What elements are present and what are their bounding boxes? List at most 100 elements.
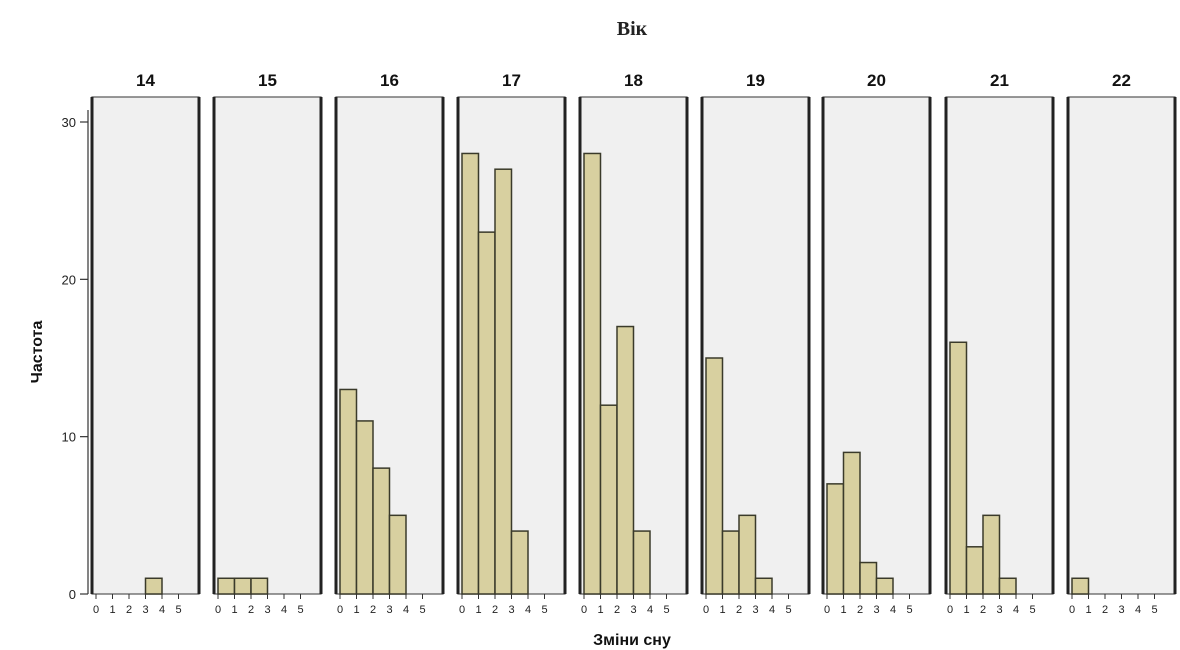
y-tick-label: 20 (62, 272, 76, 287)
facet-label: 15 (258, 71, 277, 90)
x-tick-label: 5 (1029, 604, 1035, 616)
facet-label: 21 (990, 71, 1009, 90)
x-tick-label: 1 (231, 604, 237, 616)
facet-panel-19: 19 0 1 2 3 4 5 (700, 71, 811, 616)
x-tick-label: 1 (719, 604, 725, 616)
x-tick-label: 2 (248, 604, 254, 616)
bar-18-0 (583, 152, 602, 595)
bar-15-1 (233, 577, 252, 595)
x-tick-label: 5 (1151, 604, 1157, 616)
y-axis-title: Частота (29, 321, 46, 384)
x-tick-label: 2 (492, 604, 498, 616)
x-tick-label: 0 (215, 604, 221, 616)
facet-panel-14: 14 0 1 2 3 4 5 (90, 71, 201, 616)
x-tick-label: 0 (459, 604, 465, 616)
facet-panel-20: 20 0 1 2 3 4 5 (821, 71, 932, 616)
x-tick-label: 4 (403, 604, 409, 616)
facet-label: 22 (1112, 71, 1131, 90)
x-tick-label: 3 (630, 604, 636, 616)
bar-18-3 (632, 530, 651, 595)
x-tick-label: 0 (824, 604, 830, 616)
facet-label: 19 (746, 71, 765, 90)
bar-18-1 (599, 404, 618, 595)
bar-16-2 (372, 467, 391, 595)
x-tick-label: 0 (337, 604, 343, 616)
bar-20-0 (826, 483, 845, 595)
y-tick-label: 10 (62, 430, 76, 445)
panel-background (213, 96, 322, 595)
x-tick-label: 3 (996, 604, 1002, 616)
bar-22-0 (1071, 577, 1090, 595)
bar-15-0 (217, 577, 236, 595)
facet-label: 18 (624, 71, 643, 90)
facet-label: 16 (380, 71, 399, 90)
bar-16-0 (339, 388, 358, 595)
x-tick-label: 1 (109, 604, 115, 616)
bar-21-3 (998, 577, 1017, 595)
bar-20-1 (842, 451, 861, 595)
x-tick-label: 3 (752, 604, 758, 616)
x-tick-label: 4 (1013, 604, 1019, 616)
x-tick-label: 1 (1085, 604, 1091, 616)
facet-panel-16: 16 0 1 2 3 4 5 (334, 71, 445, 616)
y-axis: 0 10 20 30 (62, 110, 89, 602)
bar-17-3 (510, 530, 529, 595)
x-tick-label: 3 (873, 604, 879, 616)
x-tick-label: 0 (947, 604, 953, 616)
facet-panel-22: 22 0 1 2 3 4 5 (1066, 71, 1177, 616)
x-tick-label: 5 (419, 604, 425, 616)
facet-panel-15: 15 0 1 2 3 4 5 (212, 71, 323, 616)
x-tick-label: 5 (663, 604, 669, 616)
x-tick-label: 4 (769, 604, 775, 616)
chart-title: Вік (617, 18, 648, 40)
bar-14-3 (144, 577, 163, 595)
x-tick-label: 4 (890, 604, 896, 616)
bar-20-3 (875, 577, 894, 595)
x-tick-label: 3 (142, 604, 148, 616)
facet-panel-17: 17 0 1 2 3 4 5 (456, 71, 567, 616)
x-tick-label: 2 (736, 604, 742, 616)
bar-16-1 (355, 420, 374, 595)
x-tick-label: 0 (1069, 604, 1075, 616)
x-tick-label: 5 (175, 604, 181, 616)
x-tick-label: 4 (159, 604, 165, 616)
x-tick-label: 5 (906, 604, 912, 616)
bar-20-2 (859, 561, 878, 595)
x-tick-label: 2 (126, 604, 132, 616)
x-tick-label: 0 (581, 604, 587, 616)
x-tick-label: 0 (703, 604, 709, 616)
x-tick-label: 3 (264, 604, 270, 616)
x-tick-label: 4 (647, 604, 653, 616)
x-tick-label: 0 (93, 604, 99, 616)
x-tick-label: 2 (370, 604, 376, 616)
x-tick-label: 3 (386, 604, 392, 616)
bar-21-1 (965, 546, 984, 595)
y-tick-label: 0 (69, 587, 76, 602)
x-tick-label: 1 (840, 604, 846, 616)
bar-18-2 (616, 325, 635, 595)
facet-label: 20 (867, 71, 886, 90)
x-tick-label: 1 (963, 604, 969, 616)
x-axis-title: Зміни сну (593, 632, 671, 649)
x-tick-label: 4 (525, 604, 531, 616)
bar-17-0 (461, 152, 480, 595)
facet-label: 17 (502, 71, 521, 90)
x-tick-label: 1 (475, 604, 481, 616)
bar-21-0 (949, 341, 968, 595)
bar-19-2 (738, 514, 757, 595)
bar-17-1 (477, 231, 496, 595)
bar-21-2 (982, 514, 1001, 595)
facet-label: 14 (136, 71, 155, 90)
x-tick-label: 1 (353, 604, 359, 616)
bar-16-3 (388, 514, 407, 595)
bar-17-2 (494, 168, 513, 595)
panel-background (91, 96, 200, 595)
bar-19-3 (754, 577, 773, 595)
x-tick-label: 5 (785, 604, 791, 616)
x-tick-label: 4 (1135, 604, 1141, 616)
y-tick-label: 30 (62, 115, 76, 130)
x-tick-label: 5 (541, 604, 547, 616)
bar-19-0 (705, 357, 724, 595)
panel-background (1067, 96, 1176, 595)
